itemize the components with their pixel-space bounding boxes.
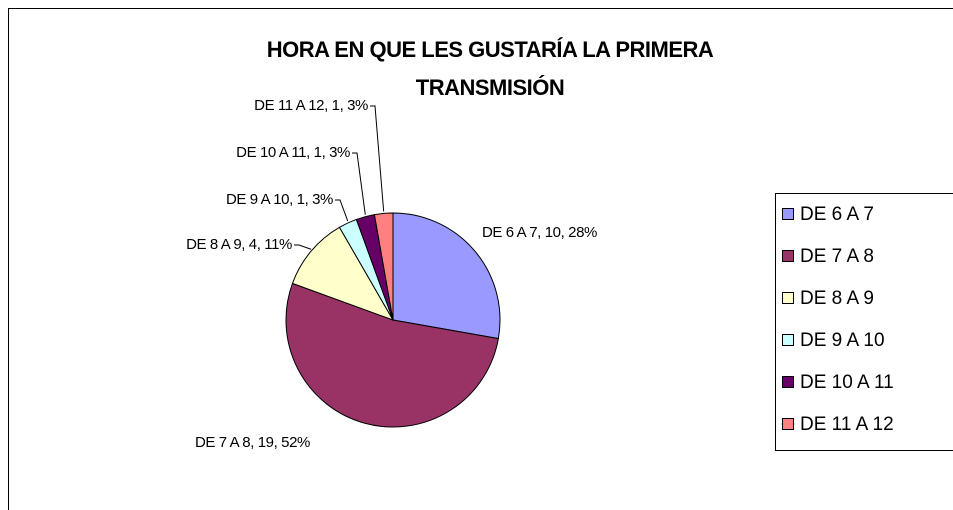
leader-line [335, 199, 349, 222]
pie-slice [373, 212, 394, 321]
legend-label: DE 6 A 7 [800, 204, 874, 225]
pie-slice [285, 282, 499, 428]
legend-label: DE 7 A 8 [800, 246, 874, 267]
legend-swatch [782, 334, 794, 346]
legend-swatch [782, 418, 794, 430]
data-label: DE 7 A 8, 19, 52% [195, 434, 310, 451]
legend-label: DE 10 A 11 [800, 372, 894, 393]
pie-slice [392, 212, 501, 340]
pie-slice [291, 226, 395, 321]
legend-label: DE 8 A 9 [800, 288, 874, 309]
data-label: DE 10 A 11, 1, 3% [236, 144, 350, 161]
leader-line [352, 152, 366, 215]
legend-label: DE 11 A 12 [800, 414, 894, 435]
legend-swatch [782, 250, 794, 262]
leader-line [370, 105, 385, 212]
chart-title: HORA EN QUE LES GUSTARÍA LA PRIMERA TRAN… [266, 37, 714, 100]
legend-swatch [782, 376, 794, 388]
legend-swatch [782, 208, 794, 220]
chart-border [8, 8, 953, 510]
legend-box [775, 193, 953, 451]
data-label: DE 11 A 12, 1, 3% [254, 97, 368, 114]
legend-swatch [782, 292, 794, 304]
legend-label: DE 9 A 10 [800, 330, 885, 351]
data-label: DE 6 A 7, 10, 28% [482, 224, 597, 241]
data-label: DE 9 A 10, 1, 3% [226, 191, 333, 208]
leader-line [294, 244, 312, 250]
data-label: DE 8 A 9, 4, 11% [186, 236, 292, 253]
